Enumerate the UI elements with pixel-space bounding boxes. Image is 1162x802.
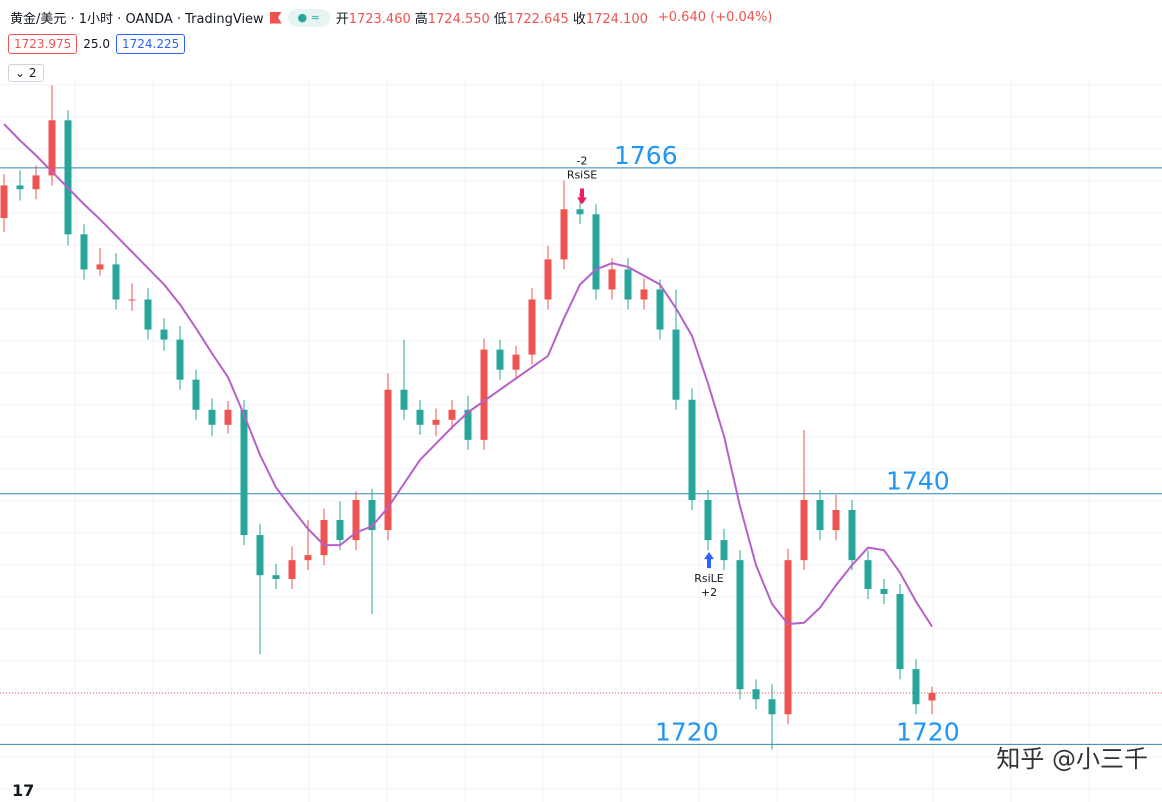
- indicators-toggle[interactable]: ⌄ 2: [8, 64, 44, 82]
- candle-body: [208, 409, 216, 425]
- candle-body: [0, 185, 8, 219]
- candle-body: [496, 349, 504, 370]
- trade-row: 1723.975 25.0 1724.225: [8, 34, 186, 54]
- candle-body: [176, 339, 184, 380]
- buy-arrow: [704, 552, 714, 569]
- bid-button[interactable]: 1723.975: [8, 34, 78, 54]
- candle-body: [96, 264, 104, 270]
- level-label: 1720: [655, 717, 719, 746]
- candle-body: [224, 409, 232, 425]
- candle-body: [368, 499, 376, 531]
- flag-icon[interactable]: [269, 11, 282, 24]
- candle-body: [512, 354, 520, 370]
- candle-body: [688, 399, 696, 500]
- candle-body: [576, 209, 584, 215]
- candle-body: [592, 214, 600, 290]
- ohlc-label: 收: [572, 12, 586, 27]
- candle-body: [448, 409, 456, 420]
- indicator-count: 2: [28, 66, 37, 80]
- candle-body: [48, 120, 56, 176]
- candle-body: [912, 669, 920, 705]
- candle-body: [400, 389, 408, 410]
- signal-qty: -2: [577, 154, 588, 167]
- change: +0.640 (+0.04%): [657, 10, 773, 25]
- tv-logo: 17: [12, 781, 35, 800]
- candle-body: [704, 499, 712, 541]
- candle-body: [640, 289, 648, 300]
- candle-body: [272, 575, 280, 579]
- candle-body: [240, 409, 248, 536]
- ohlc-value: 1723.460: [348, 12, 411, 27]
- candle-body: [288, 560, 296, 579]
- candle-body: [464, 409, 472, 440]
- candle-body: [304, 555, 312, 561]
- candle-body: [928, 692, 936, 701]
- ohlc-label: 开: [335, 12, 349, 27]
- sell-arrow: [577, 188, 587, 205]
- candle-body: [720, 540, 728, 561]
- candle-body: [672, 329, 680, 400]
- ask-button[interactable]: 1724.225: [115, 34, 186, 54]
- candle-body: [192, 379, 200, 410]
- candle-body: [16, 185, 24, 190]
- candle-body: [896, 593, 904, 670]
- candle-body: [832, 510, 840, 531]
- candle-body: [528, 299, 536, 355]
- ma-line: [3, 123, 933, 628]
- candle-body: [544, 259, 552, 300]
- signal-qty: +2: [701, 586, 717, 599]
- level-label: 1766: [614, 141, 678, 170]
- symbol: 黄金/美元 · 1小时 · OANDA · TradingView: [10, 12, 264, 27]
- signal-label: RsiLE: [694, 572, 724, 585]
- candle-body: [608, 269, 616, 290]
- legend-header: 黄金/美元 · 1小时 · OANDA · TradingView ● ≈ 开1…: [10, 8, 776, 27]
- candle-body: [784, 560, 792, 715]
- candle-body: [384, 389, 392, 531]
- ohlc: 开1723.460 高1724.550 低1722.645 收1724.100: [336, 8, 652, 27]
- ohlc-value: 1724.100: [585, 12, 648, 27]
- candle-body: [336, 520, 344, 541]
- candle-body: [736, 560, 744, 690]
- ohlc-label: 低: [493, 12, 507, 27]
- candle-body: [112, 264, 120, 300]
- candle-body: [64, 120, 72, 235]
- candle-body: [352, 499, 360, 541]
- candle-body: [624, 269, 632, 300]
- candle-body: [160, 329, 168, 340]
- candle-body: [880, 588, 888, 594]
- candle-body: [560, 209, 568, 260]
- candle-body: [320, 520, 328, 556]
- candle-body: [752, 689, 760, 700]
- watermark: 知乎 @小三千: [996, 745, 1148, 773]
- candle-body: [864, 560, 872, 589]
- candle-body: [80, 234, 88, 270]
- candle-body: [848, 510, 856, 561]
- candle-body: [480, 349, 488, 440]
- candle-body: [768, 699, 776, 715]
- candle-body: [128, 299, 136, 301]
- candle-body: [416, 409, 424, 425]
- status-pill[interactable]: ● ≈: [287, 8, 330, 27]
- spread: 25.0: [83, 37, 110, 51]
- ohlc-value: 1724.550: [427, 12, 490, 27]
- ohlc-label: 高: [414, 12, 428, 27]
- candle-body: [32, 175, 40, 190]
- candle-body: [144, 299, 152, 330]
- candle-body: [656, 289, 664, 330]
- candle-body: [816, 499, 824, 531]
- ohlc-value: 1722.645: [506, 12, 569, 27]
- signal-label: RsiSE: [567, 168, 597, 181]
- candle-body: [800, 499, 808, 561]
- candle-body: [256, 535, 264, 576]
- candle-body: [432, 419, 440, 425]
- level-label: 1720: [896, 717, 960, 746]
- level-label: 1740: [886, 467, 950, 496]
